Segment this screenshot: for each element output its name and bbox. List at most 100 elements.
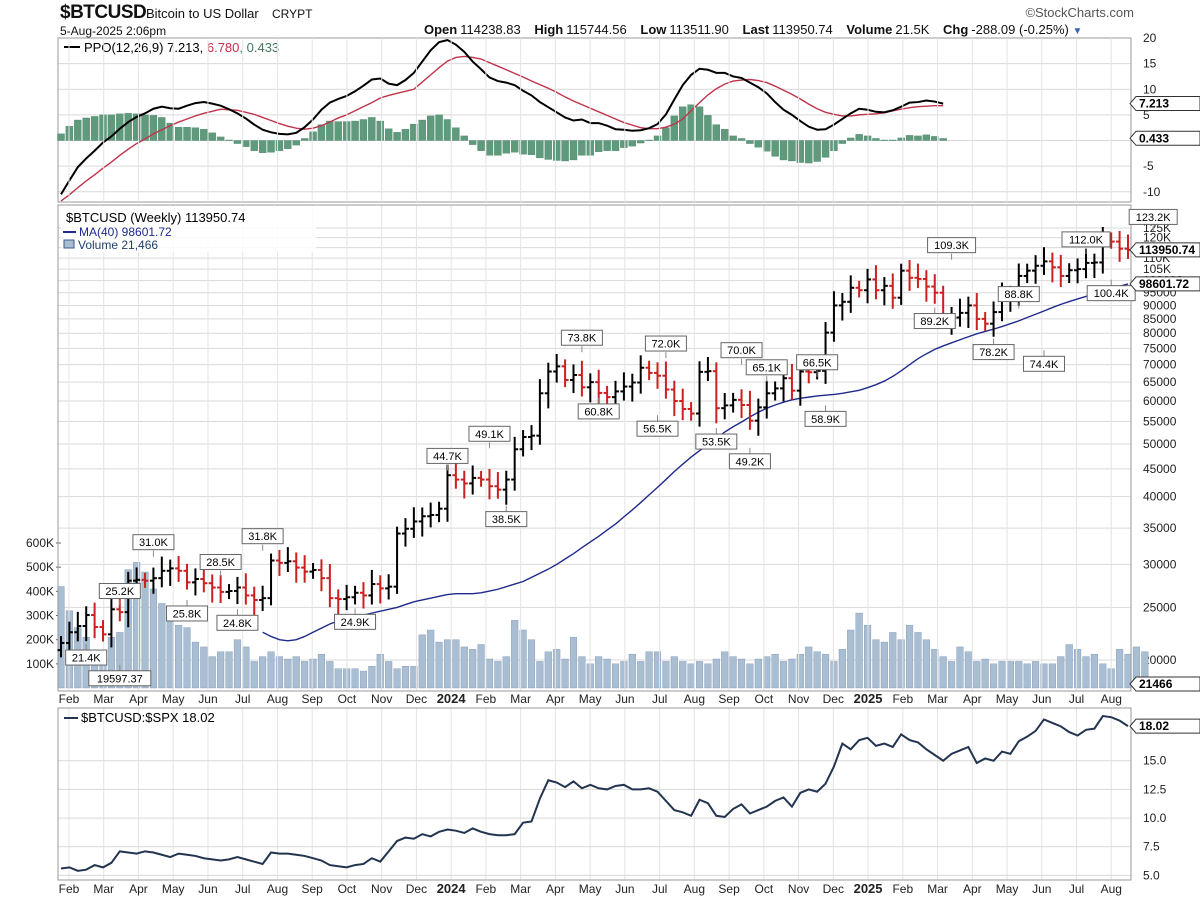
month-axis-label: Jul bbox=[235, 692, 250, 706]
volume-tick-label: 400K bbox=[26, 584, 54, 598]
low-value: 113511.90 bbox=[669, 22, 729, 37]
chart-date: 5-Aug-2025 2:06pm bbox=[60, 24, 167, 38]
price-bar bbox=[721, 392, 729, 420]
volume-bar bbox=[208, 656, 216, 689]
price-bar bbox=[477, 470, 485, 487]
price-tick-label: 30000 bbox=[1143, 557, 1177, 571]
ppo-histogram-bar bbox=[754, 140, 763, 148]
ma40-line bbox=[262, 283, 1129, 642]
annotation-box bbox=[720, 342, 763, 359]
ppo-hist-last-label: 0.433 bbox=[1139, 131, 1169, 145]
annotation-box bbox=[577, 403, 620, 420]
month-axis-label: Jul bbox=[652, 692, 667, 706]
volume-bar bbox=[225, 651, 233, 689]
ppo-histogram-bar bbox=[426, 115, 435, 141]
ppo-histogram-bar bbox=[376, 120, 384, 141]
volume-bar bbox=[175, 624, 183, 689]
volume-bar bbox=[141, 571, 149, 689]
annotation-box bbox=[1086, 285, 1136, 302]
month-axis-label: Jul bbox=[1069, 692, 1084, 706]
price-tick-label: 90000 bbox=[1143, 298, 1177, 312]
ppo-histogram-bar bbox=[595, 140, 603, 152]
annotation-label: 24.8K bbox=[223, 618, 252, 630]
price-bar bbox=[401, 518, 409, 547]
high-value: 115744.56 bbox=[566, 22, 627, 37]
price-bar bbox=[99, 620, 107, 642]
month-axis-label: Sep bbox=[718, 882, 740, 896]
ratio-last-label: 18.02 bbox=[1139, 719, 1169, 733]
annotation-label: 58.9K bbox=[811, 414, 840, 426]
volume-bar bbox=[292, 656, 300, 689]
ppo-histogram-bar bbox=[292, 140, 300, 146]
month-axis-label: Aug bbox=[684, 692, 705, 706]
volume-bar bbox=[494, 661, 502, 689]
ppo-histogram-bar bbox=[712, 124, 721, 141]
ratio-last-label-box bbox=[1129, 718, 1200, 734]
price-bar bbox=[830, 291, 838, 342]
ppo-histogram-bar bbox=[863, 135, 872, 141]
volume-bar bbox=[133, 562, 141, 689]
month-axis-label: Jun bbox=[1032, 882, 1051, 896]
annotation-label: 66.5K bbox=[803, 357, 832, 369]
symbol-title: $BTCUSD bbox=[60, 2, 147, 23]
stockcharts-logo[interactable]: ©StockCharts.com bbox=[1025, 5, 1134, 20]
month-axis-label: Aug bbox=[684, 882, 705, 896]
chg-value: -288.09 (-0.25%) bbox=[971, 22, 1069, 37]
ppo-histogram-bar bbox=[880, 139, 889, 141]
month-axis-label: May bbox=[162, 692, 185, 706]
volume-tick-label: 600K bbox=[26, 536, 54, 550]
volume-bar bbox=[200, 646, 208, 689]
ppo-histogram-bar bbox=[519, 140, 527, 155]
ppo-histogram-bar bbox=[855, 134, 863, 141]
annotation-box bbox=[644, 335, 687, 352]
price-bar bbox=[368, 569, 376, 605]
ppo-histogram-bar bbox=[821, 140, 830, 158]
ratio-line bbox=[60, 714, 1129, 872]
price-bar bbox=[763, 380, 771, 419]
price-bar bbox=[1116, 230, 1124, 262]
price-tick-label: 45000 bbox=[1143, 462, 1177, 476]
volume-bar bbox=[964, 651, 972, 689]
month-axis-label: Apr bbox=[963, 692, 982, 706]
price-tick-label: 80000 bbox=[1143, 326, 1177, 340]
ppo-histogram-bar bbox=[384, 128, 393, 141]
price-bar bbox=[410, 507, 418, 538]
price-bar bbox=[712, 362, 720, 424]
price-bar bbox=[880, 277, 888, 306]
annotation-label: 28.5K bbox=[206, 557, 235, 569]
ppo-histogram-bar bbox=[569, 140, 578, 161]
volume-bar bbox=[502, 656, 510, 689]
annotation-label: 60.8K bbox=[584, 406, 613, 418]
price-bar bbox=[864, 268, 872, 304]
price-bar bbox=[1074, 258, 1082, 284]
annotation-label: 49.2K bbox=[736, 456, 765, 468]
volume-bar bbox=[435, 641, 443, 689]
ppo-histogram-bar bbox=[838, 140, 847, 144]
month-axis-label: Sep bbox=[302, 692, 324, 706]
price-bar bbox=[964, 296, 972, 328]
month-axis-label: Sep bbox=[302, 882, 324, 896]
volume-bar bbox=[250, 661, 258, 689]
annotation-box bbox=[426, 447, 469, 464]
month-axis-label: 2025 bbox=[854, 691, 883, 706]
price-bar bbox=[225, 584, 233, 600]
annotation-box bbox=[796, 354, 839, 371]
ppo-legend-part-1: 6.780 bbox=[207, 40, 240, 55]
month-axis-label: May bbox=[996, 882, 1019, 896]
month-axis-label: Feb bbox=[476, 692, 497, 706]
volume-bar bbox=[1048, 663, 1056, 689]
annotation-label: 88.8K bbox=[1004, 289, 1033, 301]
ppo-histogram-bar bbox=[527, 140, 536, 155]
volume-bar bbox=[1090, 653, 1098, 689]
ppo-histogram-bar bbox=[796, 140, 805, 163]
month-axis-label: Dec bbox=[406, 882, 427, 896]
ppo-histogram-bar bbox=[620, 140, 628, 148]
month-axis-label: Apr bbox=[546, 882, 565, 896]
ppo-histogram-bar bbox=[611, 140, 620, 151]
ppo-histogram-bar bbox=[746, 140, 754, 144]
ppo-histogram-bar bbox=[695, 106, 704, 141]
chart-header: $BTCUSD Bitcoin to US Dollar CRYPT 5-Aug… bbox=[0, 0, 1200, 40]
price-bar bbox=[578, 360, 586, 397]
dropdown-arrow-icon[interactable]: ▼ bbox=[1072, 26, 1083, 37]
volume-value: 21.5K bbox=[895, 22, 930, 37]
